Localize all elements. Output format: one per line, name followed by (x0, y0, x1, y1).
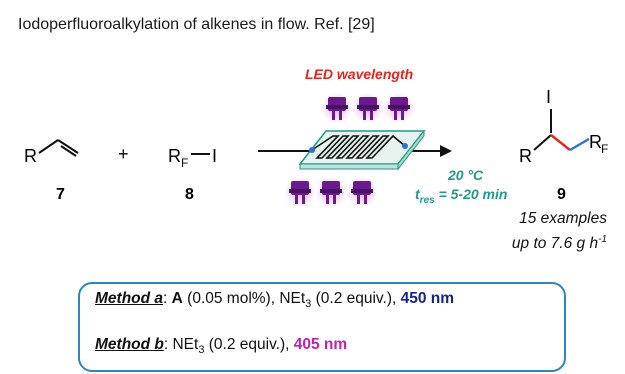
rf-subscript: F (181, 156, 188, 170)
product-structure: I R R F 9 (519, 87, 608, 203)
led-icon (284, 176, 316, 208)
compound-number-7: 7 (56, 186, 65, 203)
iodine-label: I (212, 146, 217, 166)
led-icon (321, 92, 353, 124)
led-icon (352, 92, 384, 124)
reactant-rf-iodide: R F I 8 (168, 146, 217, 203)
title: Iodoperfluoroalkylation of alkenes in fl… (18, 16, 375, 33)
methods-box (78, 282, 566, 372)
method-a: Method a: A (0.05 mol%), NEt3 (0.2 equiv… (95, 290, 455, 311)
product-rf-label: R (589, 132, 602, 152)
product-iodine-label: I (546, 87, 551, 107)
residence-time-label: tres = 5-20 min (415, 186, 508, 206)
top-led-array (321, 92, 415, 124)
led-icon (383, 92, 415, 124)
compound-number-8: 8 (185, 186, 194, 203)
rf-label: R (168, 146, 181, 166)
scale-label: up to 7.6 g h-1 (511, 234, 607, 253)
led-icon (346, 176, 378, 208)
method-b: Method b: NEt3 (0.2 equiv.), 405 nm (95, 336, 348, 357)
temperature-label: 20 °C (448, 167, 484, 183)
product-r-label: R (519, 146, 532, 166)
bottom-led-array (284, 176, 378, 208)
product-rf-subscript: F (601, 142, 608, 156)
r-group-label: R (24, 146, 37, 166)
led-icon (315, 176, 347, 208)
plus-sign: + (118, 144, 129, 164)
flow-reactor-icon (298, 129, 426, 171)
compound-number-9: 9 (557, 186, 566, 203)
reactant-alkene: R 7 (24, 139, 79, 203)
examples-count: 15 examples (519, 210, 607, 227)
